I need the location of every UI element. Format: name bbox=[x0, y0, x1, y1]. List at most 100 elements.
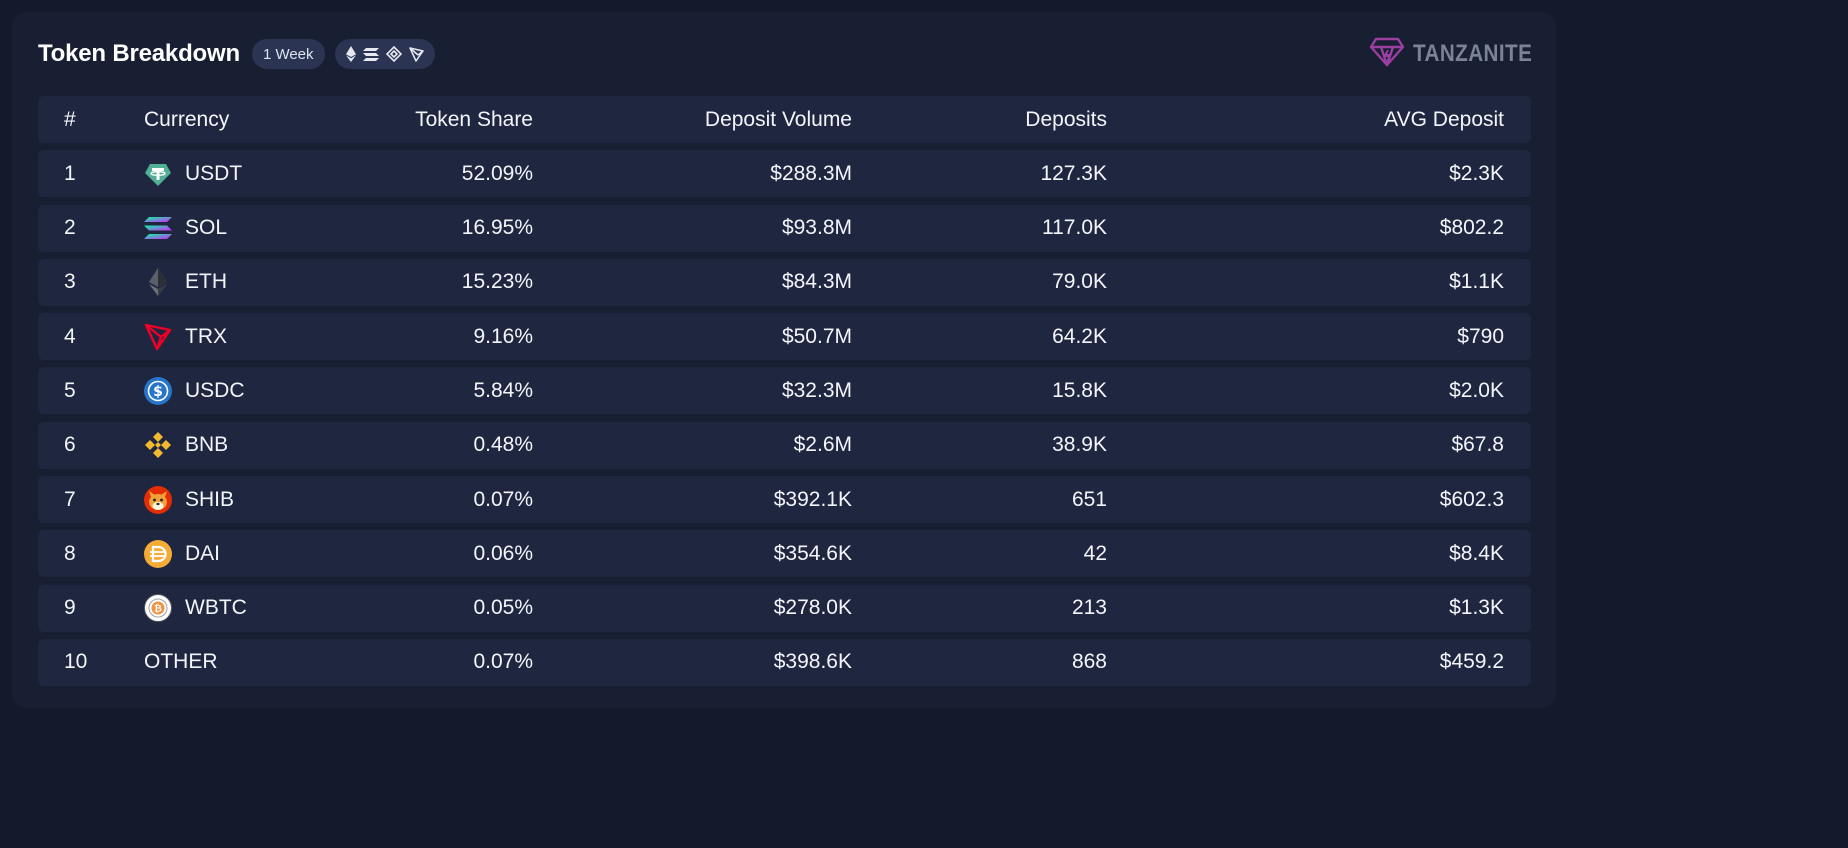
row-token-share: 5.84% bbox=[473, 378, 533, 402]
column-header-deposits[interactable]: Deposits bbox=[1025, 107, 1107, 131]
period-selector[interactable]: 1 Week bbox=[251, 39, 325, 69]
row-rank: 9 bbox=[64, 596, 76, 620]
usdt-icon bbox=[144, 160, 172, 188]
wbtc-icon: ₿ bbox=[144, 594, 172, 623]
column-header-rank[interactable]: # bbox=[64, 107, 76, 131]
table-row: 8 DAI 0.06% $354.6K 42 $8.4K bbox=[38, 530, 1531, 578]
row-avg-deposit: $802.2 bbox=[1439, 216, 1504, 240]
row-token-share: 52.09% bbox=[461, 161, 533, 185]
table-row: 2 SOL bbox=[38, 204, 1531, 252]
shib-icon bbox=[144, 485, 172, 514]
dai-icon bbox=[144, 539, 172, 568]
row-currency: $ USDC bbox=[144, 367, 245, 414]
row-token-share: 0.06% bbox=[473, 541, 533, 565]
row-rank: 1 bbox=[64, 161, 76, 185]
row-currency: USDT bbox=[144, 150, 242, 197]
row-deposit-volume: $84.3M bbox=[781, 270, 852, 294]
row-deposit-volume: $392.1K bbox=[773, 487, 852, 511]
row-avg-deposit: $790 bbox=[1457, 324, 1504, 348]
row-deposit-volume: $2.6M bbox=[793, 433, 852, 457]
row-avg-deposit: $1.3K bbox=[1449, 596, 1504, 620]
row-rank: 2 bbox=[64, 216, 76, 240]
row-currency: OTHER bbox=[144, 639, 218, 686]
gem-icon bbox=[1369, 37, 1405, 72]
trx-icon bbox=[144, 323, 172, 351]
svg-text:₿: ₿ bbox=[154, 604, 162, 615]
row-rank: 5 bbox=[64, 378, 76, 402]
tron-icon bbox=[408, 46, 424, 62]
row-deposits: 651 bbox=[1071, 487, 1107, 511]
row-deposits: 38.9K bbox=[1052, 433, 1107, 457]
row-avg-deposit: $2.3K bbox=[1449, 161, 1504, 185]
currency-name: WBTC bbox=[185, 596, 247, 620]
row-avg-deposit: $67.8 bbox=[1451, 433, 1504, 457]
brand-name: TANZANITE bbox=[1413, 40, 1533, 67]
row-deposit-volume: $354.6K bbox=[773, 541, 852, 565]
row-deposits: 79.0K bbox=[1052, 270, 1107, 294]
row-deposit-volume: $288.3M bbox=[770, 161, 852, 185]
row-deposit-volume: $398.6K bbox=[773, 650, 852, 674]
row-avg-deposit: $2.0K bbox=[1449, 378, 1504, 402]
currency-name: USDT bbox=[185, 161, 243, 185]
row-deposit-volume: $278.0K bbox=[773, 596, 852, 620]
row-token-share: 15.23% bbox=[461, 270, 533, 294]
row-deposits: 15.8K bbox=[1052, 378, 1107, 402]
row-rank: 4 bbox=[64, 324, 76, 348]
table-row: 6 BNB 0.48% $2.6M 3 bbox=[38, 421, 1531, 469]
currency-name: USDC bbox=[185, 378, 245, 402]
table-row: 5 $ USDC 5.84% $32.3M 15.8K $2.0K bbox=[38, 367, 1531, 415]
brand-logo: TANZANITE bbox=[1369, 37, 1533, 72]
row-token-share: 0.48% bbox=[473, 433, 533, 457]
row-avg-deposit: $602.3 bbox=[1439, 487, 1504, 511]
row-token-share: 0.05% bbox=[473, 596, 533, 620]
row-token-share: 0.07% bbox=[473, 487, 533, 511]
table-row: 4 TRX 9.16% $50.7M 64.2K $79 bbox=[38, 313, 1531, 361]
row-deposits: 117.0K bbox=[1042, 216, 1107, 240]
row-deposit-volume: $93.8M bbox=[781, 216, 852, 240]
row-currency: ₿ WBTC bbox=[144, 585, 247, 632]
row-rank: 6 bbox=[64, 433, 76, 457]
ethereum-icon bbox=[345, 46, 356, 62]
token-breakdown-panel: Token Breakdown 1 Week bbox=[12, 12, 1556, 708]
table-header-row: # Currency Token Share Deposit Volume De… bbox=[38, 96, 1531, 143]
currency-name: ETH bbox=[185, 270, 227, 294]
row-token-share: 0.07% bbox=[473, 650, 533, 674]
row-rank: 3 bbox=[64, 270, 76, 294]
table-row: 3 ETH 15.23% $84.3M 79.0K $1.1K bbox=[38, 258, 1531, 306]
row-deposits: 868 bbox=[1071, 650, 1107, 674]
table-row: 7 SHIB 0.07% $392.1K bbox=[38, 476, 1531, 524]
currency-name: SHIB bbox=[185, 487, 235, 511]
row-currency: ETH bbox=[144, 259, 227, 306]
sol-icon bbox=[144, 214, 172, 242]
row-deposits: 127.3K bbox=[1040, 161, 1107, 185]
column-header-currency[interactable]: Currency bbox=[144, 107, 230, 131]
chain-filter[interactable] bbox=[334, 39, 435, 69]
panel-title: Token Breakdown bbox=[38, 40, 240, 67]
svg-text:$: $ bbox=[153, 384, 163, 400]
row-token-share: 9.16% bbox=[473, 324, 533, 348]
column-header-token-share[interactable]: Token Share bbox=[415, 107, 533, 131]
eth-icon bbox=[144, 268, 172, 297]
solana-icon bbox=[362, 47, 379, 61]
row-currency: BNB bbox=[144, 422, 228, 469]
column-header-avg-deposit[interactable]: AVG Deposit bbox=[1384, 107, 1504, 131]
row-deposits: 213 bbox=[1071, 596, 1107, 620]
row-rank: 7 bbox=[64, 487, 76, 511]
row-currency: TRX bbox=[144, 313, 227, 360]
bnb-icon bbox=[144, 431, 172, 459]
currency-name: BNB bbox=[185, 433, 229, 457]
table-row: 1 USDT 52.09% $288.3M 127.3K $2.3K bbox=[38, 150, 1531, 198]
column-header-deposit-volume[interactable]: Deposit Volume bbox=[704, 107, 852, 131]
usdc-icon: $ bbox=[144, 376, 172, 405]
row-currency: SHIB bbox=[144, 476, 234, 523]
row-deposit-volume: $50.7M bbox=[781, 324, 852, 348]
panel-header: Token Breakdown 1 Week bbox=[38, 38, 435, 70]
row-currency: SOL bbox=[144, 205, 227, 252]
row-currency: DAI bbox=[144, 530, 220, 577]
table-row: 10 OTHER 0.07% $398.6K 868 $459.2 bbox=[38, 638, 1531, 686]
table-row: 9 ₿ WBTC 0.05% $278.0K 213 $1.3K bbox=[38, 584, 1531, 632]
row-deposits: 64.2K bbox=[1052, 324, 1107, 348]
currency-name: OTHER bbox=[144, 650, 218, 674]
currency-name: TRX bbox=[185, 324, 227, 348]
row-token-share: 16.95% bbox=[461, 216, 533, 240]
